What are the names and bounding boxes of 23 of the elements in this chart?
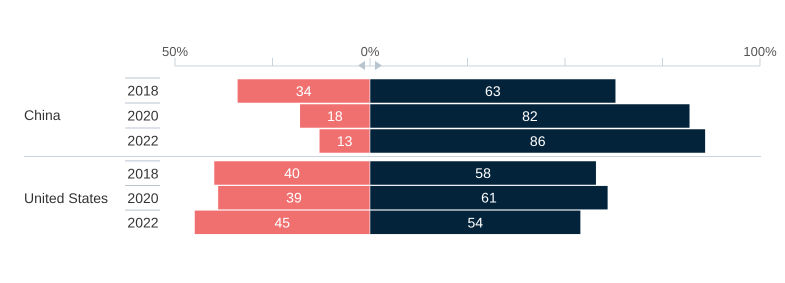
text: China <box>24 106 61 122</box>
data-label: 58 <box>475 164 492 181</box>
data-label: 54 <box>468 214 484 230</box>
y-tick-label: 2020 <box>127 190 159 206</box>
x-tick-label: 100% <box>743 44 778 59</box>
data-label: 13 <box>336 132 353 149</box>
data-label: 39 <box>286 190 302 206</box>
data-label: 82 <box>522 108 538 124</box>
y-tick-label: 2022 <box>127 132 159 148</box>
data-label: 40 <box>284 164 300 181</box>
data-label: 34 <box>296 82 312 99</box>
y-tick-label: 2018 <box>127 82 159 98</box>
y-tick-label: 2022 <box>127 214 159 231</box>
x-tick-label: 50% <box>162 44 188 59</box>
data-label: 18 <box>327 108 343 124</box>
text: United States <box>24 190 108 206</box>
y-tick-label: 2020 <box>127 108 159 124</box>
data-label: 61 <box>481 190 497 206</box>
y-tick-label: 2018 <box>127 165 159 182</box>
data-label: 86 <box>530 132 546 149</box>
data-label: 63 <box>485 82 501 99</box>
data-label: 45 <box>274 214 290 230</box>
x-tick-label: 0% <box>360 44 380 59</box>
